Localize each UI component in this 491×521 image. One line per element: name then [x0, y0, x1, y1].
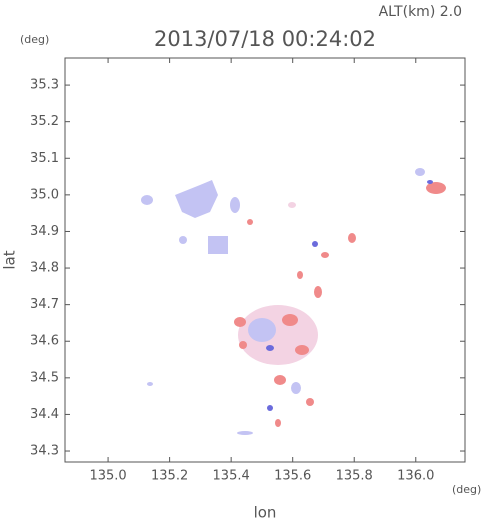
echo-blob [179, 236, 187, 244]
echo-blob [415, 168, 425, 176]
x-tick-label: 135.8 [336, 469, 373, 484]
plot-frame [64, 57, 466, 463]
y-tick-label: 34.3 [30, 444, 59, 459]
echo-blob [239, 341, 247, 349]
x-tick-label: 135.6 [274, 469, 311, 484]
echo-blob [141, 195, 153, 205]
altitude-label: ALT(km) 2.0 [379, 4, 462, 20]
echo-blob [274, 375, 286, 385]
echo-blob [247, 219, 253, 225]
y-axis-label: lat [1, 250, 19, 269]
echo-blob [295, 345, 309, 355]
echo-blob [175, 180, 218, 218]
y-tick-label: 34.9 [30, 224, 59, 239]
echo-blob [208, 236, 228, 254]
echo-blob [282, 314, 298, 326]
echo-blob [230, 197, 240, 213]
echo-blob [426, 182, 446, 194]
echo-blob [275, 419, 281, 427]
x-unit: (deg) [452, 483, 481, 496]
chart-title: 2013/07/18 00:24:02 [154, 27, 376, 51]
echo-blob [291, 382, 301, 394]
echo-blob [314, 286, 322, 298]
x-tick-label: 135.4 [213, 469, 250, 484]
y-tick-label: 34.5 [30, 370, 59, 385]
y-tick-label: 35.3 [30, 78, 59, 93]
y-unit: (deg) [20, 33, 49, 46]
echo-blob [288, 202, 296, 208]
echo-blob [147, 382, 153, 386]
radar-echoes [141, 168, 446, 435]
x-tick-label: 136.0 [397, 469, 434, 484]
echo-blob [297, 271, 303, 279]
echo-blob [321, 252, 329, 258]
echo-blob [266, 345, 274, 351]
x-tick-label: 135.2 [151, 469, 188, 484]
x-axis-label: lon [254, 504, 277, 521]
y-tick-label: 34.6 [30, 334, 59, 349]
echo-blob [348, 233, 356, 243]
y-tick-label: 34.4 [30, 407, 59, 422]
y-tick-label: 35.0 [30, 187, 59, 202]
y-tick-label: 34.7 [30, 297, 59, 312]
echo-blob [267, 405, 273, 411]
y-tick-label: 34.8 [30, 261, 59, 276]
echo-blob [427, 180, 433, 184]
echo-blob [248, 318, 276, 342]
echo-blob [234, 317, 246, 327]
y-tick-label: 35.2 [30, 114, 59, 129]
x-tick-label: 135.0 [89, 469, 126, 484]
y-tick-label: 35.1 [30, 151, 59, 166]
echo-blob [312, 241, 318, 247]
echo-blob [306, 398, 314, 406]
echo-blob [237, 431, 253, 435]
